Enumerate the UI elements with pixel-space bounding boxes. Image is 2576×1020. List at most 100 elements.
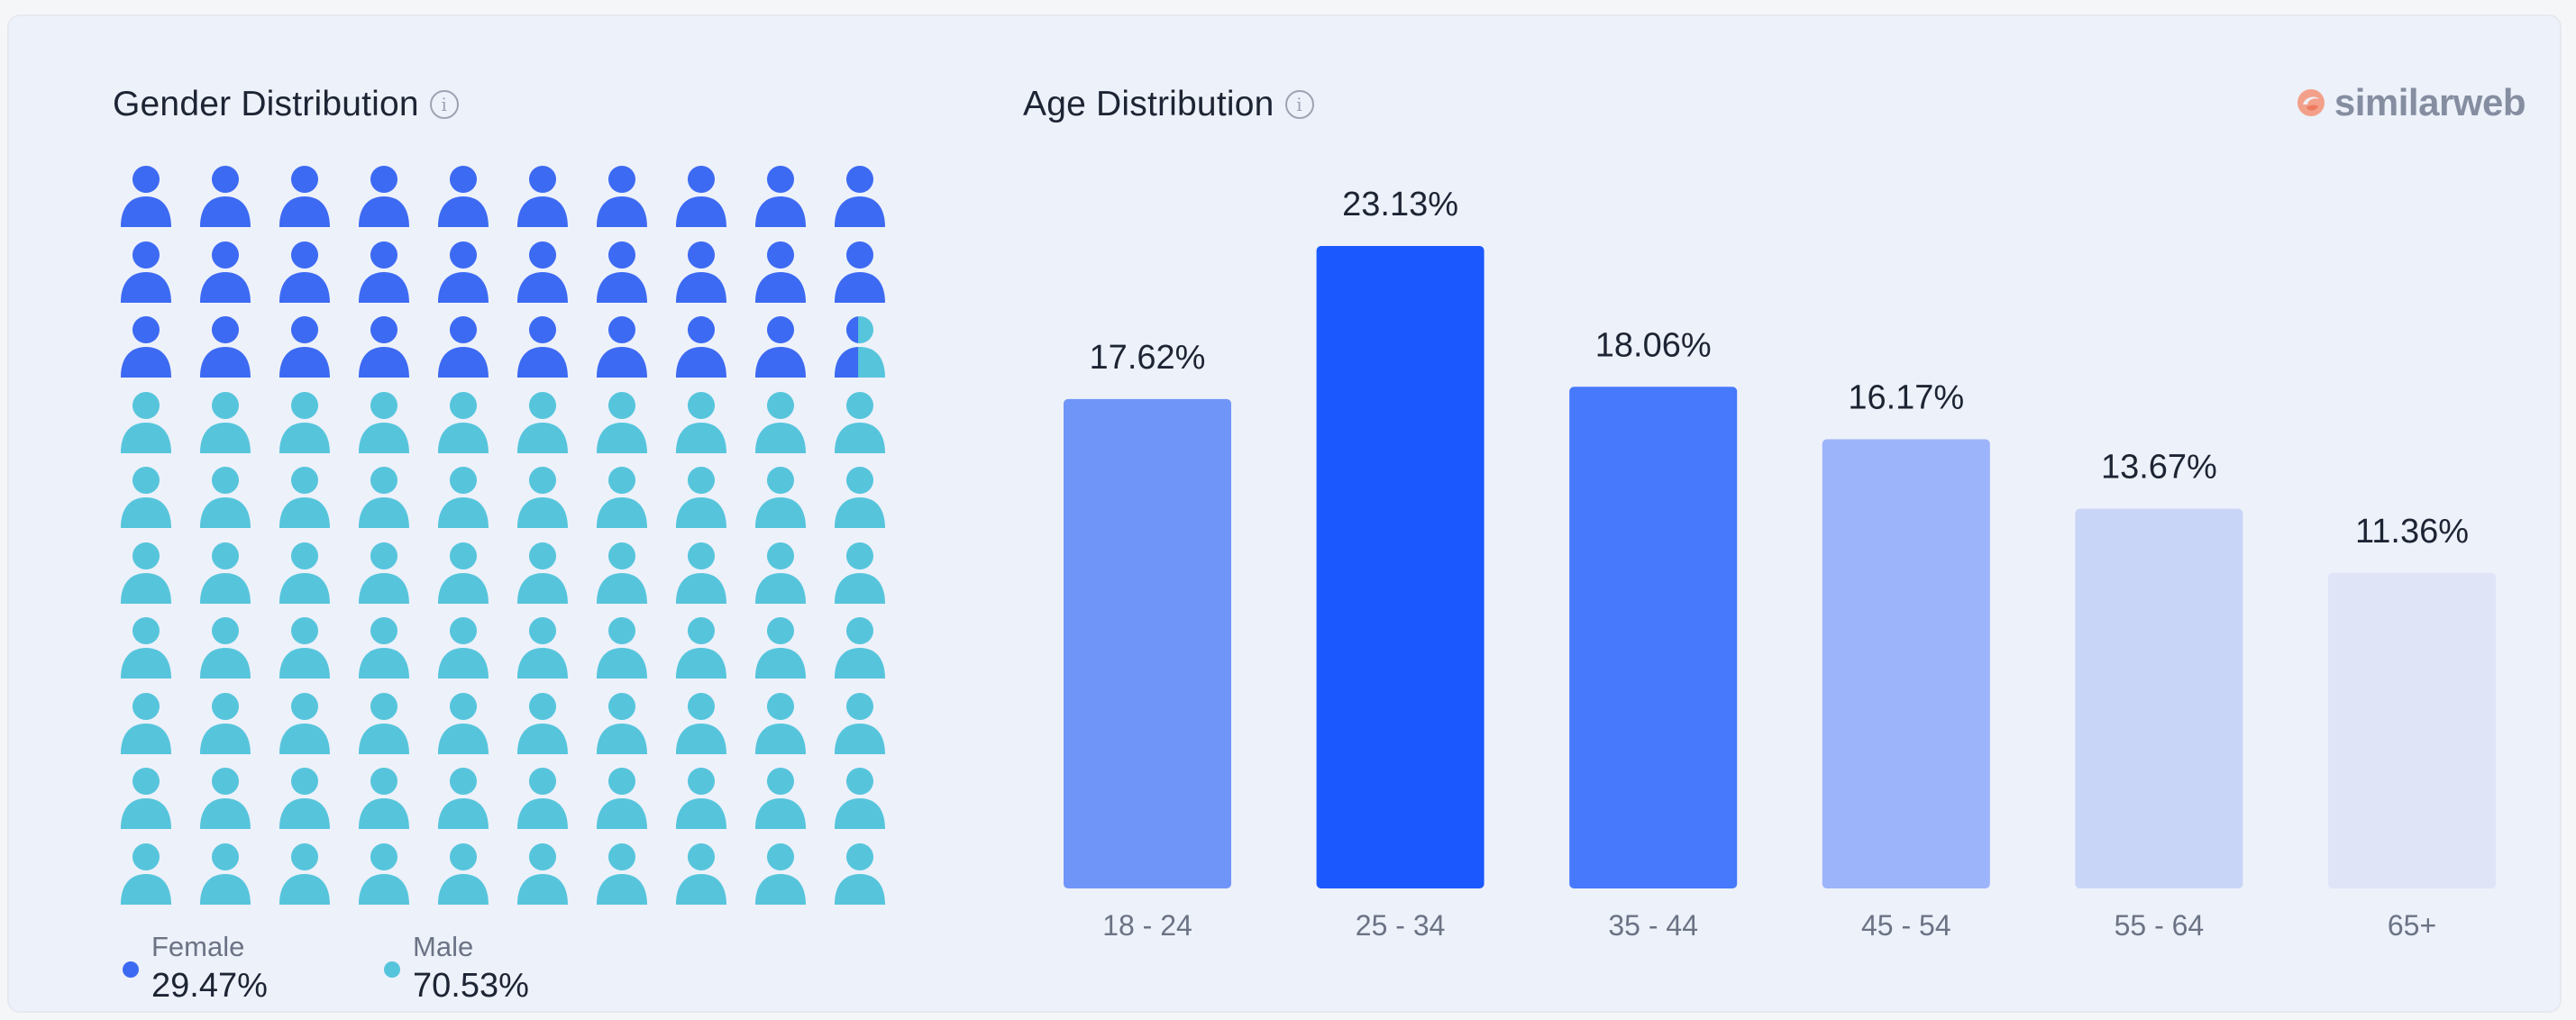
person-icon: [434, 689, 492, 754]
age-category-label: 25 - 34: [1356, 909, 1446, 942]
person-icon: [752, 313, 809, 378]
person-icon: [672, 463, 730, 528]
similarweb-logo-icon: [2297, 89, 2325, 116]
person-icon: [434, 463, 492, 528]
age-category-label: 45 - 54: [1861, 909, 1951, 942]
male-label: Male: [413, 931, 474, 962]
person-icon: [196, 313, 254, 378]
person-icon: [355, 313, 413, 378]
person-icon: [355, 764, 413, 829]
person-icon: [672, 689, 730, 754]
person-icon: [434, 840, 492, 905]
person-icon: [752, 689, 809, 754]
male-value: 70.53%: [413, 967, 529, 1005]
person-icon: [276, 840, 333, 905]
legend-male: Male 70.53%: [384, 929, 529, 1006]
person-icon: [117, 162, 175, 227]
person-icon: [196, 764, 254, 829]
age-bar[interactable]: [2075, 508, 2243, 888]
person-icon: [593, 238, 651, 303]
age-category-label: 65+: [2388, 909, 2436, 942]
age-category-label: 55 - 64: [2115, 909, 2205, 942]
age-title-text: Age Distribution: [1023, 85, 1274, 123]
person-icon: [752, 840, 809, 905]
person-icon: [752, 238, 809, 303]
person-icon: [514, 764, 571, 829]
person-icon: [514, 614, 571, 678]
age-bar[interactable]: [1822, 439, 1990, 888]
person-icon: [355, 689, 413, 754]
person-icon: [117, 539, 175, 604]
person-icon: [831, 539, 889, 604]
person-icon: [355, 238, 413, 303]
female-value: 29.47%: [151, 967, 268, 1005]
person-icon: [434, 238, 492, 303]
person-icon: [196, 539, 254, 604]
person-icon: [434, 313, 492, 378]
person-icon: [831, 388, 889, 453]
person-icon: [672, 764, 730, 829]
person-icon: [276, 539, 333, 604]
bar-value-label: 13.67%: [2101, 449, 2217, 487]
audience-demographics-card: Gender Distribution i Age Distribution i…: [9, 16, 2560, 1011]
person-icon: [196, 840, 254, 905]
person-icon: [434, 539, 492, 604]
person-icon: [593, 539, 651, 604]
person-icon: [672, 313, 730, 378]
brand-name: similarweb: [2334, 81, 2526, 123]
person-icon: [276, 689, 333, 754]
person-icon: [117, 238, 175, 303]
bar-value-label: 17.62%: [1090, 339, 1206, 377]
info-icon[interactable]: i: [429, 90, 459, 119]
person-icon: [593, 313, 651, 378]
person-icon: [276, 764, 333, 829]
person-icon: [752, 614, 809, 678]
person-icon: [117, 614, 175, 678]
person-icon: [355, 539, 413, 604]
person-icon: [593, 840, 651, 905]
age-bar[interactable]: [2328, 572, 2496, 888]
person-icon: [355, 162, 413, 227]
info-icon[interactable]: i: [1284, 90, 1314, 119]
gender-distribution-title: Gender Distribution i: [113, 85, 459, 124]
age-bar[interactable]: [1569, 387, 1738, 889]
person-icon: [355, 840, 413, 905]
person-icon: [514, 162, 571, 227]
person-icon: [196, 388, 254, 453]
person-icon: [672, 238, 730, 303]
person-icon: [831, 162, 889, 227]
person-icon: [593, 764, 651, 829]
age-distribution-title: Age Distribution i: [1023, 85, 1314, 124]
female-label: Female: [151, 931, 245, 962]
person-icon: [831, 313, 889, 378]
person-icon: [593, 463, 651, 528]
person-icon: [434, 388, 492, 453]
age-bar[interactable]: [1316, 246, 1484, 888]
male-dot-icon: [384, 961, 400, 978]
person-icon: [593, 689, 651, 754]
age-bar[interactable]: [1064, 398, 1231, 888]
person-icon: [434, 162, 492, 227]
person-icon: [196, 689, 254, 754]
person-icon: [514, 313, 571, 378]
person-icon: [276, 388, 333, 453]
person-icon: [434, 614, 492, 678]
person-icon: [514, 238, 571, 303]
person-icon: [196, 614, 254, 678]
person-icon: [117, 463, 175, 528]
person-icon: [831, 764, 889, 829]
person-icon: [672, 388, 730, 453]
person-icon: [117, 313, 175, 378]
person-icon: [514, 463, 571, 528]
person-icon: [752, 764, 809, 829]
legend-female: Female 29.47%: [123, 929, 268, 1006]
person-icon: [355, 388, 413, 453]
person-icon: [117, 764, 175, 829]
person-icon: [276, 162, 333, 227]
person-icon: [514, 388, 571, 453]
person-icon: [752, 539, 809, 604]
age-category-label: 18 - 24: [1102, 909, 1192, 942]
person-icon: [196, 162, 254, 227]
age-category-label: 35 - 44: [1608, 909, 1698, 942]
person-icon: [831, 463, 889, 528]
